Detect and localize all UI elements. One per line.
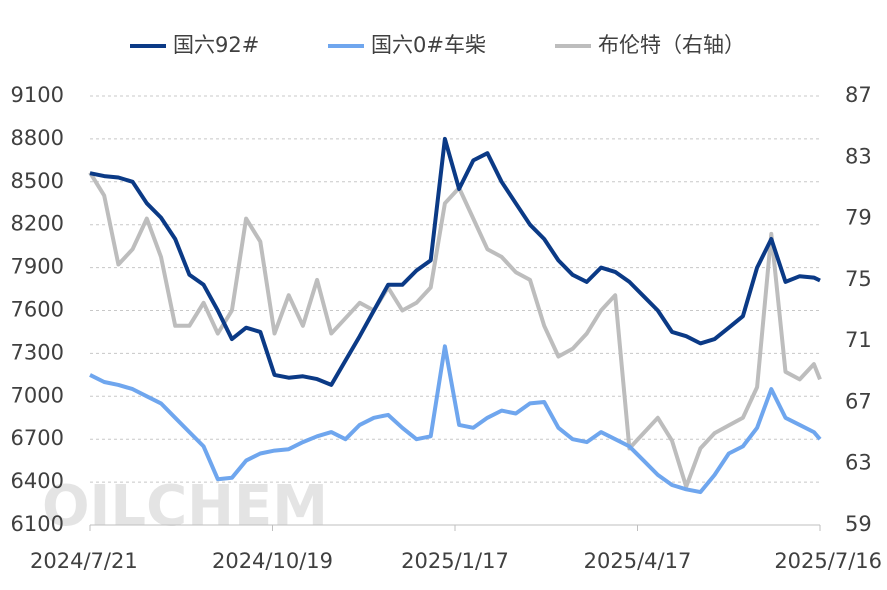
y-tick-label: 7900 [11, 255, 64, 279]
legend-label: 国六92# [173, 33, 259, 57]
y-tick-label: 7300 [11, 340, 64, 364]
legend-label: 布伦特（右轴） [598, 33, 745, 57]
y-tick-label: 8200 [11, 212, 64, 236]
x-tick-label: 2024/10/19 [212, 549, 333, 573]
x-tick-label: 2025/4/17 [584, 549, 692, 573]
y2-tick-label: 67 [845, 389, 872, 413]
y2-tick-label: 79 [845, 206, 872, 230]
y2-tick-label: 63 [845, 451, 872, 475]
y-tick-label: 6400 [11, 469, 64, 493]
y-tick-label: 6100 [11, 512, 64, 536]
series-line [89, 344, 822, 495]
x-tick-label: 2024/7/21 [30, 549, 138, 573]
x-tick-label: 2025/1/17 [401, 549, 509, 573]
y2-tick-label: 71 [845, 328, 872, 352]
y-tick-label: 7000 [11, 383, 64, 407]
y2-tick-label: 87 [845, 83, 872, 107]
y-tick-label: 8500 [11, 169, 64, 193]
legend-label: 国六0#车柴 [371, 33, 486, 57]
x-tick-label: 2025/7/16 [774, 549, 882, 573]
y2-tick-label: 83 [845, 144, 872, 168]
y-tick-label: 7600 [11, 298, 64, 322]
y-tick-label: 8800 [11, 126, 64, 150]
y2-tick-label: 75 [845, 267, 872, 291]
watermark: OILCHEM [42, 474, 328, 539]
y-tick-label: 9100 [11, 83, 64, 107]
series-line [89, 136, 821, 387]
y2-tick-label: 59 [845, 512, 872, 536]
y-tick-label: 6700 [11, 426, 64, 450]
